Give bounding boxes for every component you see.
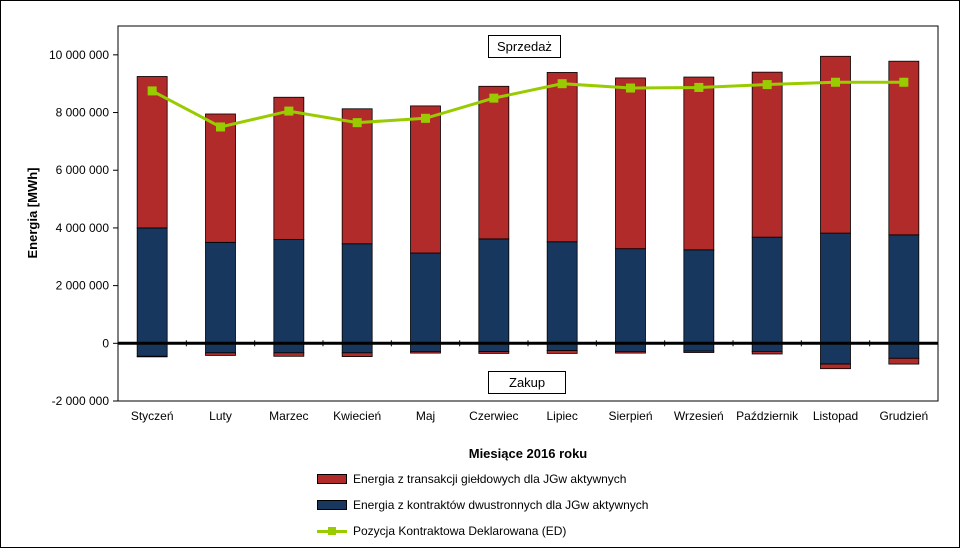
ed-line xyxy=(151,80,904,129)
bar-transactions-positive xyxy=(546,72,578,243)
bar-transactions-negative xyxy=(205,352,236,356)
ed-point xyxy=(557,79,567,89)
bar-transactions-positive xyxy=(273,96,305,240)
legend-label-transactions: Energia z transakcji giełdowych dla JGw … xyxy=(353,472,627,486)
x-tick-label: Marzec xyxy=(269,409,308,423)
x-tick-label: Październik xyxy=(736,409,799,423)
y-tick-label: 0 xyxy=(102,336,109,350)
bar-transactions-positive xyxy=(410,105,441,254)
x-axis-title: Miesiące 2016 roku xyxy=(469,446,588,461)
x-tick-label: Lipiec xyxy=(546,409,577,423)
bar-transactions-negative xyxy=(410,350,441,354)
bar-transactions-negative xyxy=(751,350,783,355)
legend-swatch-blue xyxy=(317,500,347,510)
bar-contracts-positive xyxy=(683,249,715,344)
ed-point xyxy=(831,77,840,87)
bar-contracts-positive xyxy=(410,252,441,344)
legend-label-ed: Pozycja Kontraktowa Deklarowana (ED) xyxy=(353,524,567,538)
bar-transactions-positive xyxy=(136,76,168,229)
bar-transactions-positive xyxy=(478,85,510,240)
bar-transactions-negative xyxy=(478,351,510,354)
ed-point xyxy=(352,118,362,128)
y-tick-label: 2 000 000 xyxy=(56,279,110,293)
x-tick-label: Wrzesień xyxy=(674,409,724,423)
line-series-group xyxy=(147,77,909,132)
bar-contracts-positive xyxy=(615,248,646,344)
bar-contracts-negative xyxy=(136,342,168,357)
ed-point xyxy=(216,122,225,132)
bar-transactions-positive xyxy=(341,108,373,245)
zakup-label: Zakup xyxy=(488,371,567,394)
y-tick-label: 8 000 000 xyxy=(56,106,110,120)
legend-item-ed: Pozycja Kontraktowa Deklarowana (ED) xyxy=(317,523,648,539)
bar-contracts-positive xyxy=(273,239,305,344)
sprzedaz-label: Sprzedaż xyxy=(488,35,561,58)
bar-transactions-positive xyxy=(205,113,236,243)
y-axis: -2 000 000 0 2 000 000 4 000 000 6 000 000 8 … xyxy=(49,48,118,408)
y-axis-title: Energia [MWh] xyxy=(25,168,40,259)
x-tick-label: Listopad xyxy=(813,409,858,423)
x-tick-label: Grudzień xyxy=(879,409,928,423)
bar-transactions-negative xyxy=(820,363,851,370)
ed-point xyxy=(626,83,635,93)
x-axis: Styczeń Luty Marzec Kwiecień Maj Czerwiec Lipi… xyxy=(117,340,939,423)
x-tick-label: Kwiecień xyxy=(333,409,381,423)
legend: Energia z transakcji giełdowych dla JGw … xyxy=(317,471,648,549)
bar-transactions-negative xyxy=(273,352,305,357)
y-tick-label: -2 000 000 xyxy=(52,394,110,408)
y-tick-label: 6 000 000 xyxy=(56,163,110,177)
bar-contracts-positive xyxy=(888,234,920,344)
bar-contracts-positive xyxy=(478,238,510,344)
bar-contracts-positive xyxy=(546,241,578,344)
ed-point xyxy=(489,93,499,103)
bar-transactions-negative xyxy=(341,352,373,357)
x-tick-label: Sierpień xyxy=(608,409,652,423)
legend-item-transactions: Energia z transakcji giełdowych dla JGw … xyxy=(317,471,648,487)
bar-transactions-positive xyxy=(888,60,920,236)
y-tick-label: 10 000 000 xyxy=(49,48,109,62)
x-tick-label: Maj xyxy=(416,409,435,423)
bars-group xyxy=(136,55,920,370)
bar-transactions-negative xyxy=(683,350,715,353)
bar-contracts-positive xyxy=(136,227,168,344)
bar-contracts-positive xyxy=(341,243,373,344)
ed-point xyxy=(694,82,704,92)
bar-transactions-negative xyxy=(615,350,646,354)
legend-item-contracts: Energia z kontraktów dwustronnych dla JG… xyxy=(317,497,648,513)
bar-transactions-positive xyxy=(615,77,646,250)
bar-transactions-positive xyxy=(820,55,851,234)
ed-point xyxy=(147,86,157,96)
bar-transactions-negative xyxy=(546,350,578,354)
ed-point xyxy=(899,77,909,87)
y-tick-label: 4 000 000 xyxy=(56,221,110,235)
ed-point xyxy=(421,113,430,123)
bar-transactions-positive xyxy=(751,71,783,238)
bar-contracts-positive xyxy=(751,236,783,344)
bar-contracts-negative xyxy=(820,342,851,365)
x-tick-label: Luty xyxy=(209,409,232,423)
bar-transactions-negative xyxy=(888,357,920,365)
ed-point xyxy=(284,106,294,116)
plot-area xyxy=(117,25,939,402)
legend-line-green xyxy=(317,526,347,536)
x-tick-label: Styczeń xyxy=(131,409,174,423)
legend-label-contracts: Energia z kontraktów dwustronnych dla JG… xyxy=(353,498,649,512)
bar-transactions-positive xyxy=(683,76,715,251)
bar-contracts-positive xyxy=(820,232,851,344)
bar-contracts-positive xyxy=(205,241,236,344)
bar-transactions-negative xyxy=(136,355,168,358)
legend-swatch-red xyxy=(317,474,347,484)
bar-contracts-negative xyxy=(888,342,920,359)
x-tick-label: Czerwiec xyxy=(469,409,518,423)
ed-point xyxy=(762,80,772,90)
